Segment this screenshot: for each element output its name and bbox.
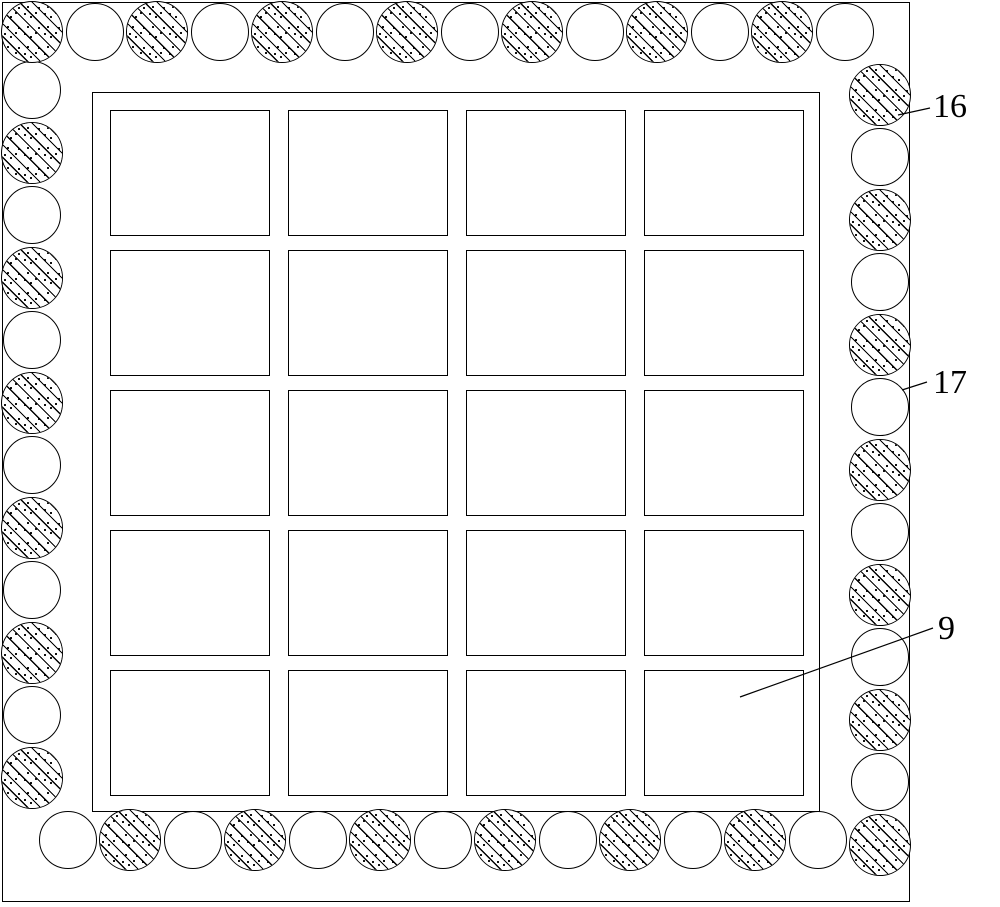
diagram-canvas: 16 17 9 xyxy=(0,0,1000,907)
label-16: 16 xyxy=(933,88,967,126)
label-17: 17 xyxy=(933,364,967,402)
leader-lines xyxy=(0,0,1000,907)
label-9: 9 xyxy=(938,610,955,648)
